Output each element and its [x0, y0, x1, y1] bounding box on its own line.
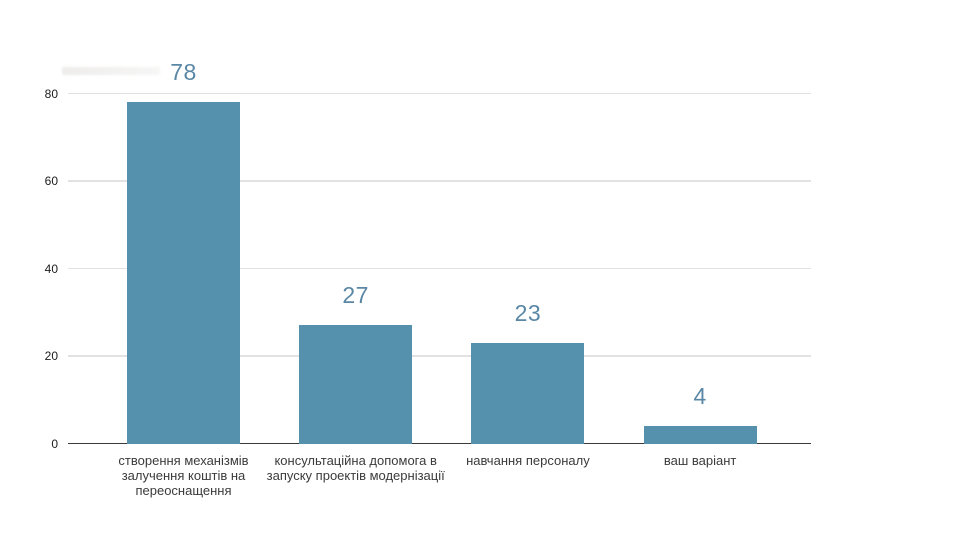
x-category-label: створення механізмів залучення коштів на…	[118, 453, 249, 498]
y-tick-label: 20	[44, 349, 58, 363]
x-axis-line	[68, 442, 811, 445]
bar	[127, 102, 240, 444]
y-gridline	[68, 92, 811, 95]
faint-watermark-artifact	[62, 67, 160, 75]
bar	[299, 325, 413, 444]
x-category-label: консультаційна допомога в запуску проект…	[266, 453, 445, 483]
y-gridline	[68, 355, 811, 357]
bar-value-label: 4	[693, 383, 707, 409]
y-tick-label: 0	[51, 436, 58, 451]
y-tick-label: 80	[44, 86, 58, 101]
bar-value-label: 23	[514, 299, 542, 326]
bar	[643, 426, 757, 444]
bar-value-label: 27	[342, 282, 369, 309]
x-category-label: навчання персоналу	[466, 453, 590, 468]
x-category-label: ваш варіант	[663, 453, 737, 468]
y-tick-label: 60	[44, 174, 58, 188]
bar	[471, 342, 585, 444]
y-gridline	[68, 267, 811, 270]
y-gridline	[68, 180, 811, 182]
y-tick-label: 40	[44, 261, 58, 276]
bar-value-label: 78	[170, 59, 197, 86]
